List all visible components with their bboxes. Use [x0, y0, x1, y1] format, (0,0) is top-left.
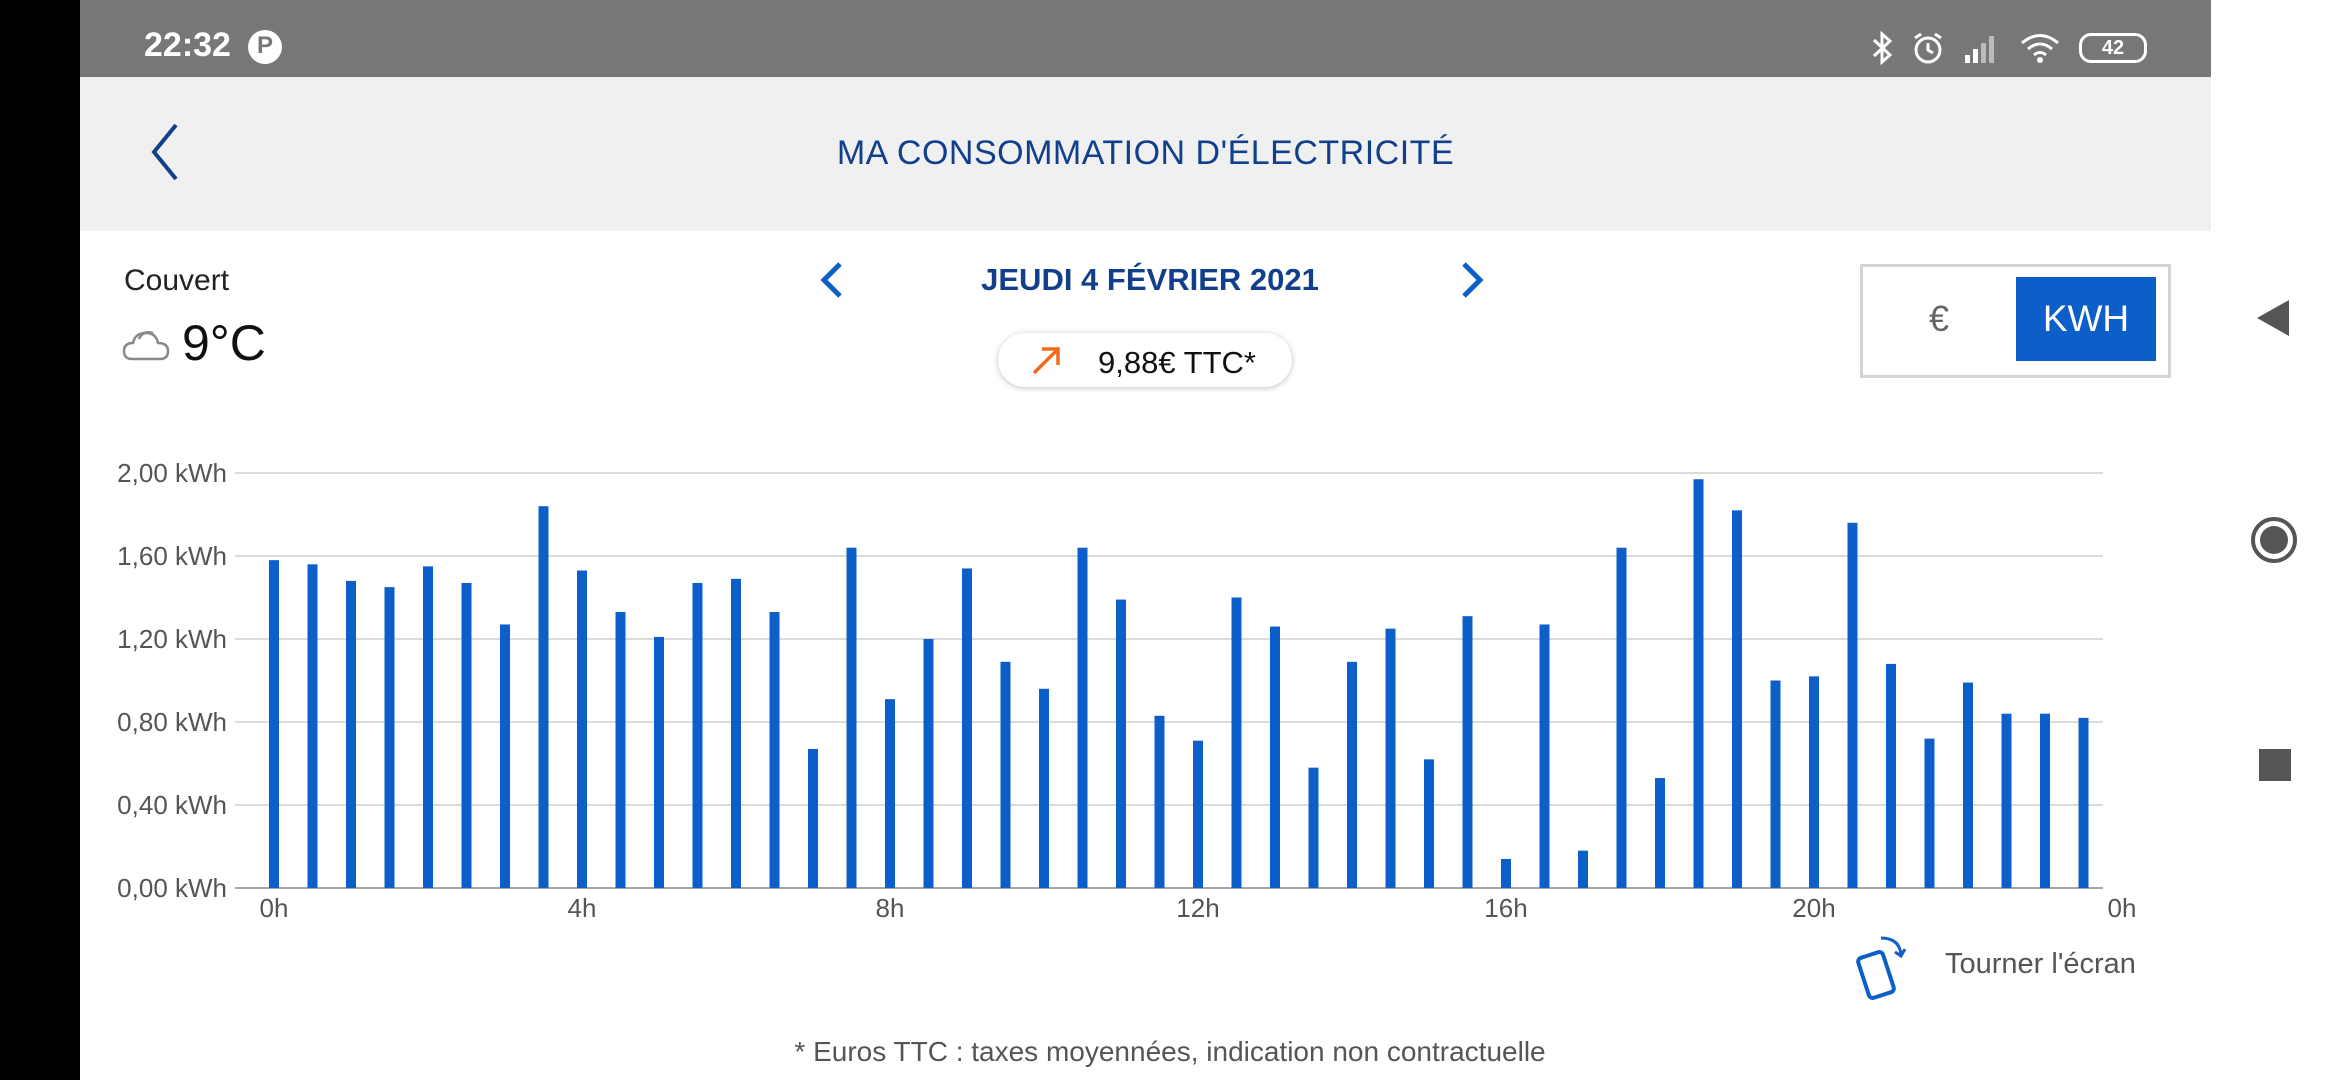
consumption-chart: 0,00 kWh 0,40 kWh 0,80 kWh 1,20 kWh 1,60 kWh…: [117, 458, 2137, 923]
chart-bar[interactable]: [1077, 547, 1088, 888]
chart-bar[interactable]: [461, 582, 472, 888]
x-tick-label: 16h: [1484, 893, 1527, 923]
pinterest-icon: [248, 30, 282, 64]
selected-date: JEUDI 4 FÉVRIER 2021: [981, 262, 1319, 297]
y-tick-label: 1,20 kWh: [117, 624, 227, 654]
chart-bar[interactable]: [769, 612, 780, 888]
cloud-icon: [122, 331, 170, 361]
chart-bar[interactable]: [1462, 616, 1473, 888]
chart-bar[interactable]: [692, 582, 703, 888]
battery-indicator: 42: [2079, 33, 2147, 63]
nav-home-icon[interactable]: [2250, 516, 2298, 564]
chart-bar[interactable]: [1231, 597, 1242, 889]
chart-bar[interactable]: [731, 578, 741, 888]
status-icons: 42: [1871, 30, 2147, 66]
chart-bar[interactable]: [1886, 663, 1896, 888]
status-bar: 22:32 42: [80, 0, 2211, 77]
x-tick-label: 20h: [1792, 893, 1835, 923]
previous-day-chevron-icon[interactable]: [814, 258, 850, 302]
status-time: 22:32: [144, 26, 231, 64]
nav-back-icon[interactable]: [2253, 296, 2293, 340]
chart-bar[interactable]: [1000, 661, 1011, 888]
bluetooth-icon: [1872, 31, 1893, 65]
rotate-screen-label[interactable]: Tourner l'écran: [1945, 948, 2136, 980]
y-tick-label: 2,00 kWh: [117, 458, 227, 488]
chart-bar[interactable]: [1616, 547, 1627, 888]
chart-bar[interactable]: [846, 547, 857, 888]
chart-bar[interactable]: [1539, 624, 1550, 888]
chart-bar[interactable]: [384, 587, 395, 888]
chart-bar[interactable]: [577, 570, 587, 888]
chart-bar[interactable]: [1308, 767, 1319, 888]
x-tick-label: 0h: [2108, 893, 2137, 923]
chart-bar[interactable]: [885, 699, 895, 888]
chart-bar[interactable]: [1270, 626, 1280, 888]
app-header: MA CONSOMMATION D'ÉLECTRICITÉ: [80, 77, 2211, 231]
chart-bar[interactable]: [1847, 522, 1858, 888]
chart-bar[interactable]: [269, 560, 279, 888]
chart-bar[interactable]: [2078, 717, 2089, 888]
left-edge: [0, 0, 80, 1080]
x-tick-label: 8h: [876, 893, 905, 923]
y-tick-label: 0,40 kWh: [117, 790, 227, 820]
chart-bar[interactable]: [2001, 713, 2012, 888]
signal-icon: [1965, 36, 1994, 63]
daily-cost-badge: 9,88€ TTC*: [998, 333, 1292, 387]
chart-bar[interactable]: [923, 639, 934, 888]
chart-bar[interactable]: [2040, 713, 2050, 888]
y-tick-label: 0,80 kWh: [117, 707, 227, 737]
chart-bar[interactable]: [1424, 759, 1434, 888]
chart-bar[interactable]: [346, 580, 356, 888]
chart-bar[interactable]: [1578, 850, 1588, 888]
weather-condition: Couvert: [124, 264, 230, 297]
chart-bar[interactable]: [962, 568, 972, 888]
rotate-screen-icon[interactable]: [1855, 932, 1911, 1002]
wifi-icon: [2021, 34, 2059, 63]
nav-recent-apps-icon[interactable]: [2259, 749, 2291, 781]
footnote: * Euros TTC : taxes moyennées, indicatio…: [794, 1036, 1546, 1067]
unit-euro-button[interactable]: €: [1928, 298, 1950, 339]
chart-bar[interactable]: [1385, 628, 1396, 888]
chart-bar[interactable]: [1039, 688, 1049, 888]
alarm-icon: [1914, 32, 1942, 64]
chart-bar[interactable]: [1732, 510, 1742, 888]
back-chevron-icon[interactable]: [140, 119, 190, 185]
chart-bar[interactable]: [1963, 682, 1973, 888]
chart-bar[interactable]: [1347, 661, 1357, 888]
chart-bar[interactable]: [1501, 858, 1511, 888]
chart-bar[interactable]: [1116, 599, 1126, 888]
chart-bar[interactable]: [808, 748, 818, 888]
chart-bar[interactable]: [1770, 680, 1781, 889]
chart-bar[interactable]: [500, 624, 510, 888]
x-tick-label: 12h: [1176, 893, 1219, 923]
chart-bar[interactable]: [538, 506, 549, 888]
y-tick-label: 0,00 kWh: [117, 873, 227, 903]
page-title: MA CONSOMMATION D'ÉLECTRICITÉ: [836, 134, 1455, 172]
chart-bar[interactable]: [1924, 738, 1935, 888]
chart-bar[interactable]: [1809, 676, 1819, 888]
x-tick-label: 4h: [568, 893, 597, 923]
trend-up-arrow-icon: [1032, 347, 1060, 375]
chart-bar[interactable]: [307, 564, 318, 888]
chart-bar[interactable]: [654, 636, 664, 888]
unit-kwh-button[interactable]: KWH: [2016, 277, 2156, 361]
chart-bar[interactable]: [1154, 715, 1165, 888]
temperature: 9°C: [182, 315, 266, 371]
chart-bar[interactable]: [423, 566, 433, 888]
unit-toggle: € KWH: [1860, 264, 2171, 378]
next-day-chevron-icon[interactable]: [1454, 258, 1490, 302]
chart-bar[interactable]: [1193, 740, 1203, 888]
daily-cost-value: 9,88€ TTC*: [1098, 345, 1256, 380]
chart-bar[interactable]: [1655, 778, 1665, 888]
y-tick-label: 1,60 kWh: [117, 541, 227, 571]
chart-bar[interactable]: [1693, 479, 1704, 888]
x-tick-label: 0h: [260, 893, 289, 923]
chart-bar[interactable]: [615, 612, 626, 888]
